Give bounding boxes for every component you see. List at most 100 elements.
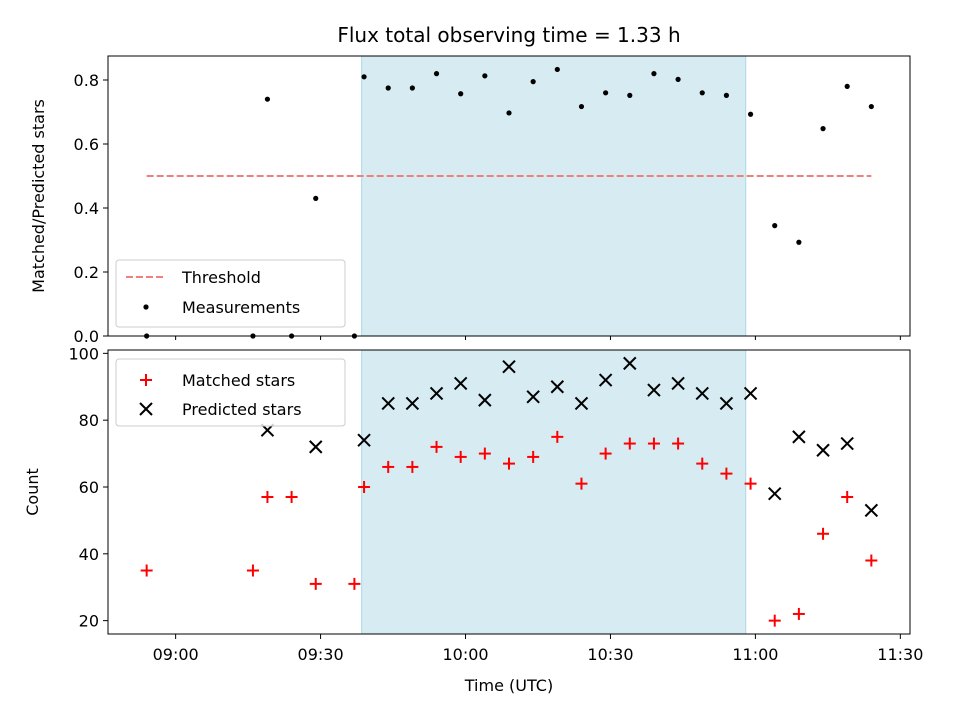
matched-point [575, 477, 588, 490]
measurement-point [603, 90, 609, 96]
matched-point [348, 577, 361, 590]
matched-point [406, 460, 419, 473]
measurement-point [796, 239, 802, 245]
predicted-legend-label: Predicted stars [182, 400, 302, 419]
predicted-point [550, 380, 565, 394]
predicted-point [840, 436, 854, 451]
measurement-point [458, 91, 464, 97]
measurement-point [433, 71, 440, 77]
measurement-point [264, 96, 271, 102]
top-y-tick-label: 0.2 [74, 263, 99, 282]
predicted-point [671, 376, 685, 391]
predicted-point [743, 386, 758, 401]
top-panel-frame [107, 55, 911, 337]
measurement-point [409, 85, 415, 91]
top-y-tick-label: 0.8 [74, 71, 99, 90]
predicted-point [574, 396, 589, 411]
measurement-point [361, 74, 367, 80]
measurement-point [844, 83, 850, 89]
predicted-point [381, 396, 395, 411]
measurement-point [699, 90, 705, 96]
top-legend: Threshold Measurements [115, 259, 346, 328]
bottom-y-axis-label: Count [23, 468, 42, 516]
matched-point [768, 614, 781, 627]
bottom-x-axis-label: Time (UTC) [464, 676, 553, 695]
top-panel: 0.00.20.40.60.8 Matched/Predicted stars … [29, 55, 911, 346]
matched-legend-swatch [140, 374, 152, 386]
matched-point [672, 437, 685, 450]
top-shaded-region [361, 55, 747, 337]
bottom-y-tick-label: 40 [79, 545, 99, 564]
matched-point [817, 527, 830, 540]
top-y-tick-label: 0.4 [74, 199, 99, 218]
bottom-x-tick-label: 09:00 [153, 645, 199, 664]
matched-point [865, 554, 878, 567]
predicted-point [719, 396, 734, 411]
matched-point [599, 447, 612, 460]
matched-legend-label: Matched stars [182, 371, 295, 390]
bottom-shaded-region [361, 349, 747, 635]
measurement-point [313, 195, 319, 201]
matched-point [246, 564, 259, 577]
measurement-point [554, 66, 560, 73]
predicted-point [816, 443, 830, 457]
matched-point [527, 450, 540, 463]
top-y-axis-label: Matched/Predicted stars [29, 99, 48, 293]
measurement-point [651, 71, 657, 77]
predicted-point [792, 430, 806, 444]
matched-point [454, 450, 467, 463]
predicted-point [526, 390, 540, 404]
matched-point [478, 447, 491, 460]
bottom-y-tick-label: 20 [79, 612, 99, 631]
measurement-point [772, 223, 778, 229]
measurements-legend-swatch [143, 304, 149, 310]
matched-point [140, 564, 153, 577]
threshold-legend-label: Threshold [181, 268, 261, 287]
matched-point [503, 457, 515, 470]
top-y-tick-label: 0.0 [74, 327, 99, 346]
measurements-legend-label: Measurements [182, 298, 300, 317]
measurement-point [723, 92, 730, 98]
predicted-point [357, 433, 371, 447]
top-y-tick-label: 0.6 [74, 135, 99, 154]
bottom-y-tick-label: 80 [79, 411, 99, 430]
chart-title: Flux total observing time = 1.33 h [337, 23, 680, 47]
matched-point [792, 607, 805, 620]
matched-point [841, 491, 854, 504]
measurement-point [820, 126, 826, 132]
measurement-point [385, 85, 391, 91]
predicted-point [502, 359, 516, 374]
measurement-point [506, 110, 512, 116]
matched-point [744, 477, 757, 490]
bottom-x-tick-label: 11:30 [877, 645, 923, 664]
predicted-point [623, 356, 637, 371]
predicted-point [695, 386, 709, 401]
predicted-point [864, 503, 879, 518]
matched-point [720, 467, 733, 480]
matched-point [382, 460, 395, 473]
bottom-x-tick-label: 10:30 [587, 645, 633, 664]
top-legend-box [115, 259, 346, 328]
measurement-point [868, 103, 874, 110]
bottom-legend: Matched stars Predicted stars [115, 358, 346, 427]
matched-point [696, 457, 709, 470]
measurement-point [530, 79, 536, 85]
matched-point [261, 491, 274, 504]
predicted-point [429, 386, 444, 401]
predicted-point [768, 486, 782, 501]
matched-point [623, 437, 636, 450]
predicted-point [647, 383, 661, 397]
predicted-point [598, 373, 613, 387]
predicted-legend-swatch [139, 402, 153, 416]
bottom-x-tick-label: 10:00 [442, 645, 488, 664]
predicted-point [453, 376, 468, 391]
bottom-x-tick-label: 11:00 [732, 645, 778, 664]
matched-point [647, 437, 660, 450]
predicted-point [309, 440, 323, 454]
matched-point [430, 440, 443, 453]
predicted-point [478, 393, 492, 407]
predicted-point [405, 396, 420, 411]
bottom-y-tick-label: 100 [68, 344, 99, 363]
matched-point [358, 480, 371, 493]
